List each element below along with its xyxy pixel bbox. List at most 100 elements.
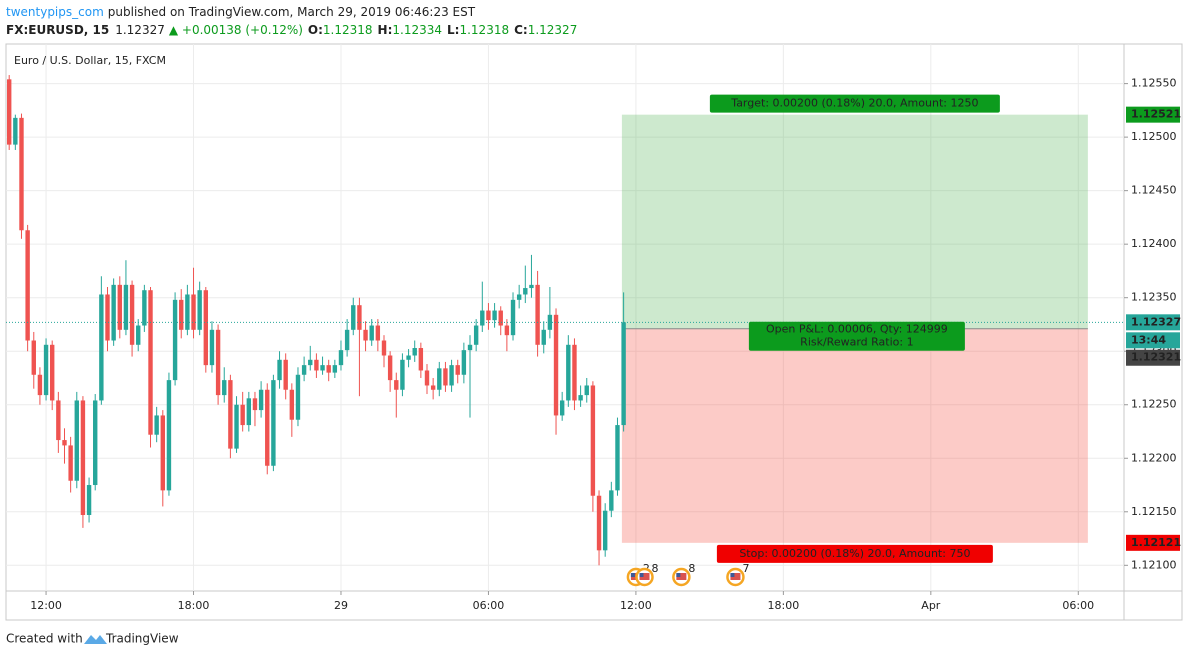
candle-body	[295, 374, 301, 420]
candle-body	[68, 445, 73, 481]
y-tick-label: 1.12400	[1131, 237, 1177, 250]
event-flag-canton	[639, 573, 644, 577]
candle-body	[602, 510, 608, 551]
y-tick-label: 1.12200	[1131, 451, 1177, 464]
candle-body	[197, 290, 202, 330]
pnl-box	[748, 321, 965, 351]
event-flag-canton	[730, 573, 735, 577]
candle-body	[301, 365, 307, 375]
candle-body	[510, 299, 516, 336]
candle-body	[443, 368, 448, 386]
candle-body	[566, 344, 571, 401]
footer-brand[interactable]: TradingView	[105, 632, 179, 646]
candle-body	[338, 350, 344, 366]
candle-body	[234, 404, 239, 449]
candle-body	[13, 117, 18, 145]
rr-label: Risk/Reward Ratio: 1	[800, 336, 913, 349]
last-price: 1.12327	[1131, 315, 1181, 328]
x-tick-label: 06:00	[473, 599, 505, 612]
candle-body	[271, 380, 276, 466]
candle-body	[394, 380, 399, 390]
candle-body	[369, 325, 374, 341]
header-line-1: twentypips_com published on TradingView.c…	[6, 5, 476, 19]
l-label: L:	[447, 23, 459, 37]
candle-body	[105, 294, 110, 341]
last: 1.12327	[115, 23, 165, 37]
candle-body	[424, 370, 430, 386]
candle-body	[185, 294, 190, 330]
candle-body	[19, 117, 24, 231]
x-tick-label: 06:00	[1062, 599, 1094, 612]
candle-body	[578, 395, 583, 401]
target-zone	[621, 114, 1088, 329]
candle-body	[363, 329, 368, 341]
h-value: 1.12334	[392, 23, 442, 37]
candle-body	[252, 398, 258, 411]
chart-frame	[5, 43, 1183, 621]
candle-body	[357, 305, 362, 330]
candle-body	[553, 314, 559, 416]
candle-body	[449, 365, 454, 386]
event-flag	[639, 573, 650, 580]
candle-body	[6, 79, 12, 145]
candle-body	[154, 415, 159, 435]
header-line-2: FX:EURUSD, 15 1.12327 ▲ +0.00138 (+0.12%) O…	[6, 23, 577, 37]
y-tick-label: 1.12350	[1131, 291, 1177, 304]
c-label: C:	[514, 23, 528, 37]
h-label: H:	[378, 23, 393, 37]
stop-label: Stop: 0.00200 (0.18%) 20.0, Amount: 750	[739, 547, 970, 560]
event-count: 8	[688, 562, 695, 575]
candle-body	[590, 385, 596, 496]
candle-body	[56, 400, 61, 441]
candle-body	[31, 340, 36, 375]
candle-body	[400, 359, 405, 390]
event-flag-canton	[676, 573, 681, 577]
candle-body	[523, 288, 528, 295]
candle-body	[117, 284, 122, 330]
last-price-box	[1126, 314, 1180, 331]
y-tick-label: 1.12100	[1131, 558, 1177, 571]
countdown-box	[1126, 332, 1180, 349]
candle-body	[486, 310, 491, 321]
candle-body	[80, 400, 86, 515]
x-tick-label: 18:00	[178, 599, 210, 612]
event-flag	[676, 573, 687, 580]
candle-body	[473, 325, 479, 345]
candle-body	[455, 365, 460, 375]
stop-price: 1.12121	[1131, 536, 1181, 549]
target-label-box	[709, 94, 1000, 113]
y-tick-label: 1.12150	[1131, 505, 1177, 518]
candle-body	[123, 284, 129, 330]
stop-price-box	[1126, 534, 1180, 551]
candle-body	[172, 299, 178, 381]
candle-body	[148, 290, 153, 435]
c-value: 1.12327	[528, 23, 578, 37]
candle-body	[344, 329, 350, 351]
candle-body	[277, 359, 282, 381]
candle-body	[222, 380, 227, 396]
event-flag-canton	[630, 573, 635, 577]
candle-body	[430, 385, 436, 390]
candle-body	[437, 368, 442, 390]
candle-body	[375, 325, 381, 341]
candle-body	[37, 374, 43, 396]
x-tick-label: Apr	[921, 599, 941, 612]
candle-body	[62, 440, 67, 446]
y-tick-label: 1.12500	[1131, 130, 1177, 143]
candle-body	[320, 365, 325, 371]
candle-body	[498, 310, 503, 326]
candle-body	[209, 329, 215, 366]
candle-body	[418, 348, 424, 371]
candle-body	[387, 355, 393, 381]
candle-body	[25, 230, 30, 341]
user[interactable]: twentypips_com	[6, 5, 104, 19]
target-price: 1.12521	[1131, 108, 1181, 121]
symbol: FX:EURUSD, 15	[6, 23, 109, 37]
candle-body	[228, 380, 233, 449]
candle-body	[246, 398, 252, 426]
x-tick-label: 12:00	[30, 599, 62, 612]
candle-body	[529, 284, 534, 289]
candle-body	[326, 365, 331, 373]
brand-logo	[84, 635, 107, 644]
